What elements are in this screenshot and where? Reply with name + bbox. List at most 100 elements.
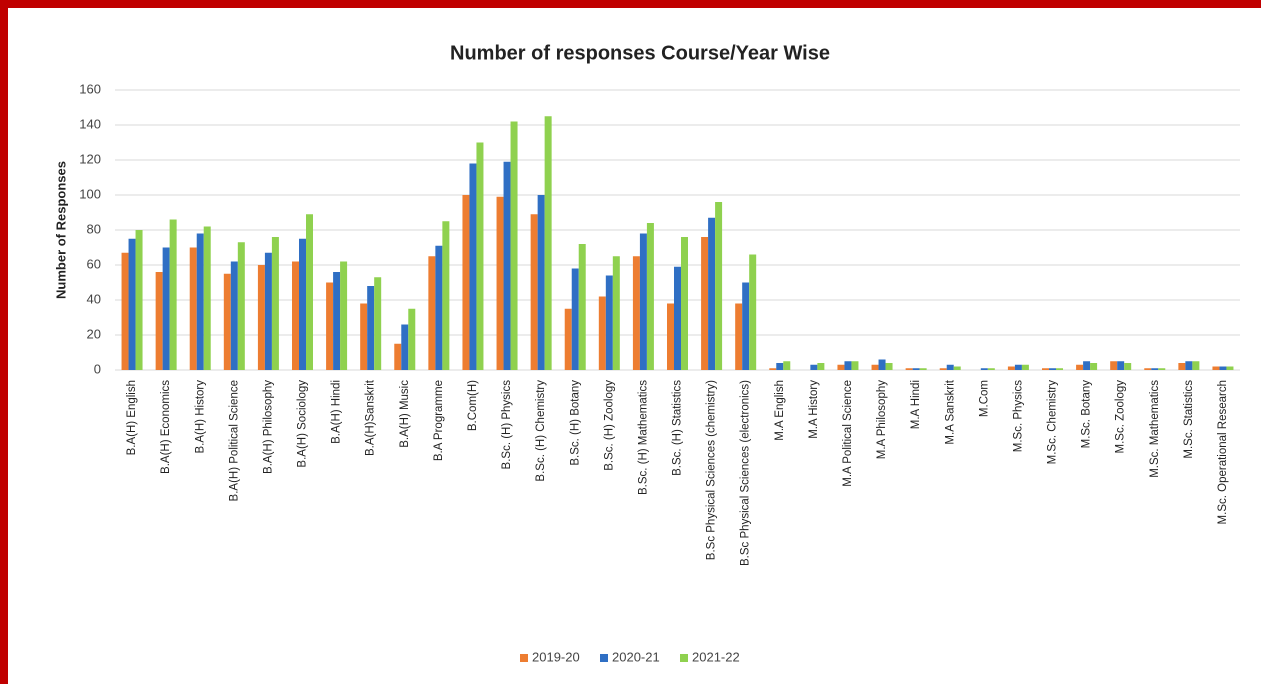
y-axis-title: Number of Responses [53,161,68,299]
bar [292,261,299,370]
bar [340,261,348,370]
bar [367,286,375,370]
bar [271,237,279,370]
x-tick-label: B.Sc. (H) Mathematics [637,380,649,495]
x-tick-label: B.Sc. (H) Botany [569,380,581,466]
legend-swatch [520,654,528,662]
bar [878,359,886,370]
legend-label: 2021-22 [692,649,740,664]
bar [871,364,879,370]
legend-label: 2019-20 [532,649,580,664]
x-tick-label: B.A(H) English [126,380,138,455]
chart-title: Number of responses Course/Year Wise [450,42,830,64]
x-tick-label: B.A(H) Economics [160,380,172,474]
x-tick-label: M.Com [978,380,990,417]
x-tick-label: B.A(H) Philosophy [262,380,274,474]
bar [394,343,402,370]
bar [844,361,852,370]
y-tick-label: 80 [87,221,101,236]
bar [408,308,416,370]
x-tick-label: M.Sc. Physics [1012,380,1024,452]
bar [530,214,538,370]
bar [135,230,143,370]
bar [1083,361,1091,370]
bar [1014,364,1022,370]
bar [1042,368,1049,370]
bar [1076,364,1084,370]
bar [1049,368,1056,370]
bar [1178,363,1186,370]
bar [953,366,961,370]
bar [810,364,818,370]
bar [189,247,197,370]
bar [1021,364,1029,370]
bar [1117,361,1125,370]
bar [639,233,647,370]
legend-swatch [600,654,608,662]
bar [939,368,947,370]
bar [121,252,129,370]
y-tick-label: 100 [79,186,101,201]
bar [203,226,211,370]
y-tick-label: 40 [87,291,101,306]
bar [469,163,477,370]
bar [632,256,640,370]
x-tick-label: B.A(H) Hindi [331,380,343,444]
bar [1192,361,1200,370]
x-tick-label: M.Sc. Operational Research [1217,380,1229,524]
bar [428,256,436,370]
frame-top [0,0,1261,8]
frame-left [0,0,8,684]
x-tick-label: B.A(H) Music [399,380,411,448]
bar [462,195,470,370]
bar [1226,366,1234,370]
x-tick-label: B.A Programme [433,380,445,461]
x-tick-label: M.A Political Science [842,380,854,487]
bar [1219,366,1227,370]
bar [230,261,238,370]
bar [912,368,920,370]
bar [503,161,511,370]
bar [776,363,784,370]
bar [237,242,245,370]
bar [701,237,709,370]
y-tick-label: 120 [79,151,101,166]
bar [264,252,272,370]
bar [571,268,579,370]
bar [435,245,443,370]
x-tick-label: B.A(H) Sociology [297,380,309,468]
bar [162,247,170,370]
x-tick-label: M.A Sanskrit [944,379,956,444]
x-tick-label: M.Sc. Chemistry [1047,380,1059,465]
bar [196,233,204,370]
bar [817,363,825,370]
bar [544,116,552,370]
bar [537,195,545,370]
bar [715,202,723,370]
bar [128,238,136,370]
bar [946,364,954,370]
bar [674,266,681,370]
x-tick-label: B.Sc Physical Sciences (chemistry) [706,380,718,560]
x-tick-label: M.A Philosophy [876,380,888,460]
bar [885,363,893,370]
bar [919,368,927,370]
y-tick-label: 60 [87,256,101,271]
x-tick-label: B.Sc. (H) Physics [501,380,513,470]
legend-label: 2020-21 [612,649,660,664]
bar [1151,368,1159,370]
x-tick-label: M.A English [774,380,786,441]
x-tick-label: M.Sc. Zoology [1115,380,1127,454]
bar [598,296,606,370]
x-tick-label: B.Sc. (H) Zoology [603,380,615,471]
x-tick-label: B.Sc Physical Sciences (electronics) [740,380,752,566]
bar [605,275,613,370]
bar [299,238,306,370]
bar [476,142,484,370]
bar [223,273,231,370]
y-tick-label: 0 [94,361,101,376]
x-tick-label: B.Sc. (H) Chemistry [535,380,547,482]
bar [360,303,368,370]
bar [326,282,334,370]
